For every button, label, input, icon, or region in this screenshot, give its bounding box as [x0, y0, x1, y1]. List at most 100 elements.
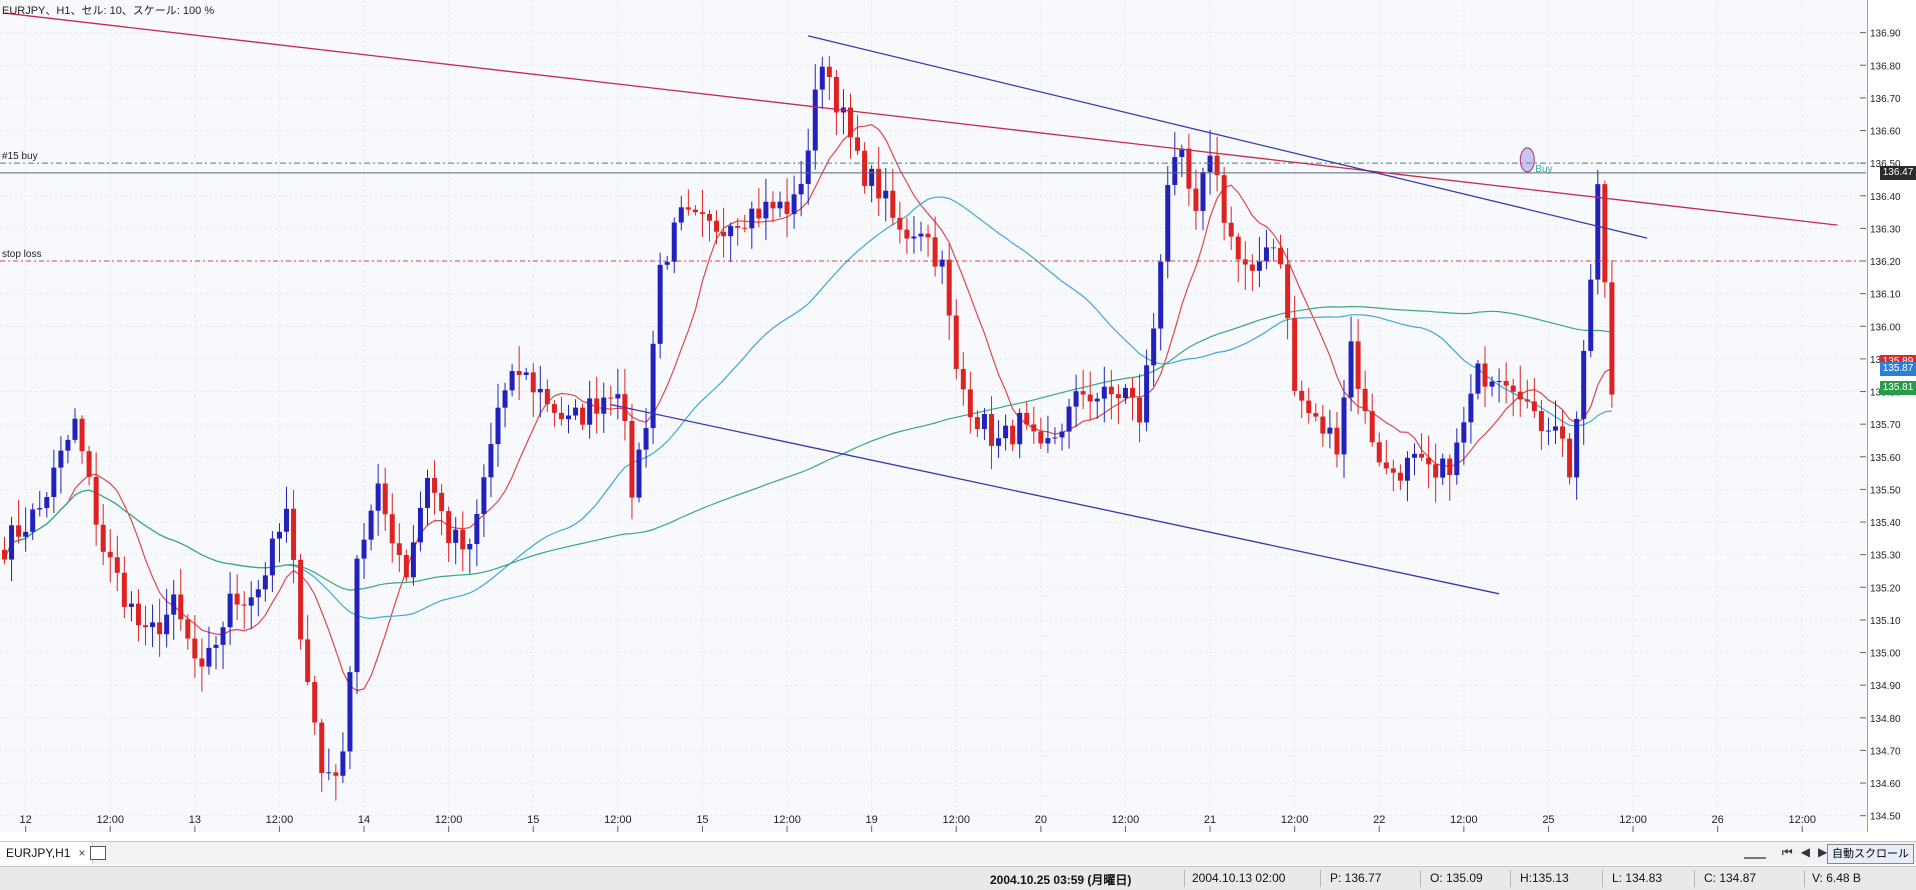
candle-body	[135, 603, 141, 626]
candle-body	[1355, 341, 1361, 389]
y-tick-label: 136.30	[1870, 224, 1901, 235]
candle-body	[403, 554, 409, 578]
candle-body	[1489, 381, 1495, 387]
autoscroll-button[interactable]: 自動スクロール	[1827, 844, 1914, 864]
candle-body	[784, 201, 790, 215]
y-tick-label: 136.50	[1870, 159, 1901, 170]
candle-body	[1390, 468, 1396, 473]
y-tick-label: 136.90	[1870, 29, 1901, 40]
candle-body	[1496, 381, 1502, 383]
candle-body	[44, 497, 50, 509]
close-icon[interactable]: ×	[78, 846, 86, 860]
candle-body	[650, 343, 656, 429]
candle-body	[1412, 453, 1417, 458]
candle-body	[996, 438, 1002, 446]
candle-body	[594, 398, 600, 414]
candle-body	[410, 542, 416, 578]
candle-body	[1313, 413, 1319, 417]
candle-body	[1130, 387, 1135, 398]
candle-body	[1256, 261, 1262, 271]
candle-body	[255, 589, 261, 598]
x-tick-label: 12:00	[266, 814, 294, 826]
candle-body	[1334, 427, 1340, 455]
x-tick-label: 12:00	[604, 814, 632, 826]
status-date: 2004.10.25 03:59 (月曜日)	[990, 873, 1132, 887]
candle-body	[121, 572, 127, 607]
candle-body	[1059, 431, 1065, 438]
candle-body	[664, 261, 670, 265]
price-tag: 136.47	[1880, 165, 1916, 180]
candle-body	[72, 418, 78, 440]
price-chart[interactable]: 136.90 136.80 136.70 136.60 136.50 136.40 136.…	[0, 0, 1916, 834]
y-tick-label: 135.00	[1870, 649, 1901, 660]
y-tick-label: 134.70	[1870, 746, 1901, 757]
first-icon[interactable]: ⏮	[1781, 845, 1793, 859]
candle-body	[537, 388, 543, 393]
candle-body	[1249, 264, 1255, 271]
candle-body	[946, 259, 952, 316]
candle-body	[227, 593, 233, 628]
candle-body	[1383, 462, 1389, 469]
candle-body	[502, 390, 508, 408]
candle-body	[1567, 438, 1573, 478]
candle-body	[312, 682, 318, 723]
x-tick-label: 12:00	[1281, 814, 1309, 826]
candle-body	[1052, 437, 1058, 439]
y-tick-label: 136.80	[1870, 61, 1901, 72]
candle-body	[728, 225, 734, 237]
status-close: C: 134.87	[1704, 871, 1757, 885]
candle-body	[883, 190, 889, 199]
candle-body	[1468, 393, 1474, 423]
candle-body	[981, 414, 987, 430]
y-tick-label: 134.80	[1870, 714, 1901, 725]
candle-body	[199, 658, 205, 667]
candle-body	[911, 236, 917, 239]
zoom-out-icon[interactable]	[1744, 847, 1766, 859]
candle-body	[742, 227, 748, 229]
x-tick-label: 19	[866, 814, 878, 826]
candle-body	[735, 225, 741, 228]
y-tick-label: 136.00	[1870, 322, 1901, 333]
candle-body	[587, 398, 593, 425]
candle-body	[580, 407, 586, 425]
prev-icon[interactable]: ◀	[1800, 845, 1810, 859]
candle-body	[1433, 464, 1439, 478]
candle-body	[1151, 328, 1157, 366]
candle-body	[1306, 400, 1312, 414]
candle-body	[1228, 222, 1234, 237]
candle-body	[953, 315, 959, 369]
candle-body	[566, 415, 571, 420]
candle-body	[1397, 472, 1403, 481]
candle-body	[1003, 425, 1009, 439]
tab-eurjpy-h1[interactable]: EURJPY,H1 ×	[0, 842, 93, 864]
candle-body	[763, 201, 769, 219]
status-price: P: 136.77	[1330, 871, 1382, 885]
candle-body	[495, 407, 501, 445]
candle-body	[516, 371, 522, 375]
y-tick-label: 135.60	[1870, 453, 1901, 464]
candle-body	[248, 597, 254, 606]
chart-area[interactable]: 136.90 136.80 136.70 136.60 136.50 136.40 136.…	[0, 0, 1901, 832]
window-icon[interactable]	[90, 846, 106, 860]
candle-body	[185, 619, 191, 639]
candle-body	[284, 508, 289, 532]
y-tick-label: 136.20	[1870, 257, 1901, 268]
candle-body	[862, 150, 868, 186]
candle-body	[805, 150, 811, 184]
candle-body	[305, 639, 311, 683]
candle-body	[157, 622, 163, 635]
candle-body	[876, 168, 882, 199]
candle-body	[291, 508, 297, 560]
candle-body	[143, 625, 148, 628]
candle-body	[615, 394, 621, 399]
candle-body	[1292, 318, 1298, 391]
candle-body	[1285, 264, 1291, 319]
candle-body	[1461, 422, 1467, 443]
candle-body	[1560, 426, 1566, 439]
buy-order-label: #15 buy	[2, 151, 38, 163]
y-tick-label: 134.90	[1870, 681, 1901, 692]
next-icon[interactable]: ▶	[1817, 845, 1828, 859]
candle-body	[1038, 431, 1044, 444]
candle-body	[319, 722, 325, 774]
candle-body	[1024, 412, 1030, 425]
